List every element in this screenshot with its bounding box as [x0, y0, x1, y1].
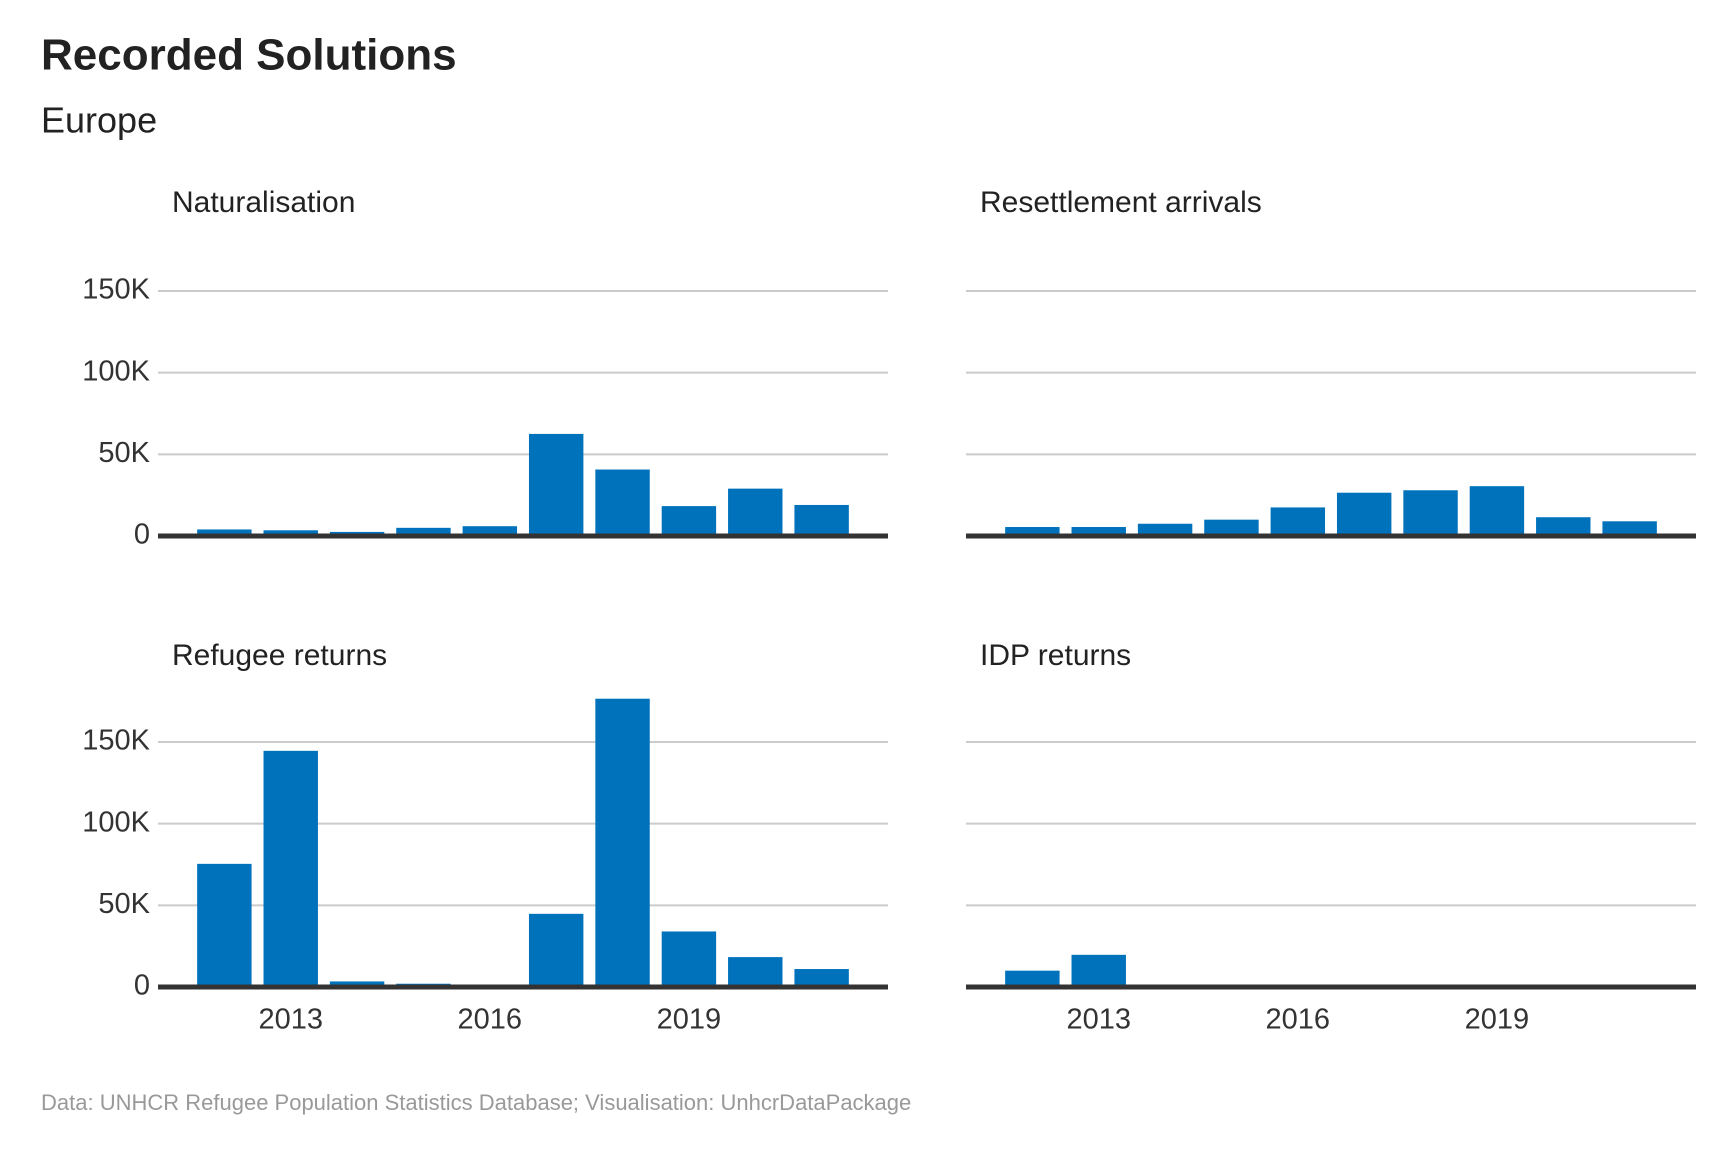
- facet-title: Naturalisation: [172, 186, 355, 219]
- bar: [396, 527, 451, 536]
- chart-subtitle: Europe: [41, 100, 157, 141]
- bar: [661, 931, 717, 987]
- bar: [528, 913, 584, 987]
- y-tick-label: 50K: [98, 888, 150, 920]
- x-tick-label: 2016: [1266, 1004, 1331, 1036]
- bar: [197, 863, 252, 987]
- y-tick-label: 150K: [82, 725, 150, 757]
- x-tick-label: 2019: [1465, 1004, 1530, 1036]
- bar: [1403, 490, 1458, 536]
- bar: [1137, 523, 1193, 536]
- bar: [1602, 521, 1657, 536]
- bar: [728, 488, 783, 536]
- y-tick-label: 100K: [82, 806, 150, 838]
- bar: [263, 750, 318, 987]
- bar: [1005, 970, 1060, 987]
- bar: [1469, 486, 1525, 536]
- bar: [528, 433, 584, 536]
- x-tick-label: 2013: [1066, 1004, 1131, 1036]
- bar: [595, 698, 650, 987]
- y-tick-label: 150K: [82, 274, 150, 306]
- y-tick-label: 50K: [98, 437, 150, 469]
- facet-title: Resettlement arrivals: [980, 186, 1262, 219]
- bar: [462, 526, 518, 536]
- bar: [263, 530, 318, 536]
- bar: [197, 529, 252, 536]
- x-tick-label: 2013: [258, 1004, 323, 1036]
- bar: [1005, 527, 1060, 536]
- x-tick-label: 2019: [657, 1004, 722, 1036]
- facet-title: IDP returns: [980, 639, 1131, 672]
- bar: [794, 969, 849, 987]
- x-tick-label: 2016: [458, 1004, 523, 1036]
- bar: [794, 504, 849, 536]
- bar: [1071, 954, 1126, 987]
- y-tick-label: 0: [134, 970, 150, 1002]
- bar: [1536, 517, 1591, 536]
- bar: [1204, 519, 1259, 536]
- bar: [661, 506, 717, 536]
- y-tick-label: 100K: [82, 355, 150, 387]
- chart-title: Recorded Solutions: [41, 31, 457, 80]
- caption: Data: UNHCR Refugee Population Statistic…: [41, 1090, 911, 1115]
- bar: [728, 957, 783, 987]
- bar: [1336, 492, 1392, 536]
- y-tick-label: 0: [134, 519, 150, 551]
- bar: [595, 469, 650, 536]
- bar: [1071, 527, 1126, 536]
- bar: [329, 981, 385, 987]
- bar: [1270, 507, 1326, 536]
- facet-title: Refugee returns: [172, 639, 387, 672]
